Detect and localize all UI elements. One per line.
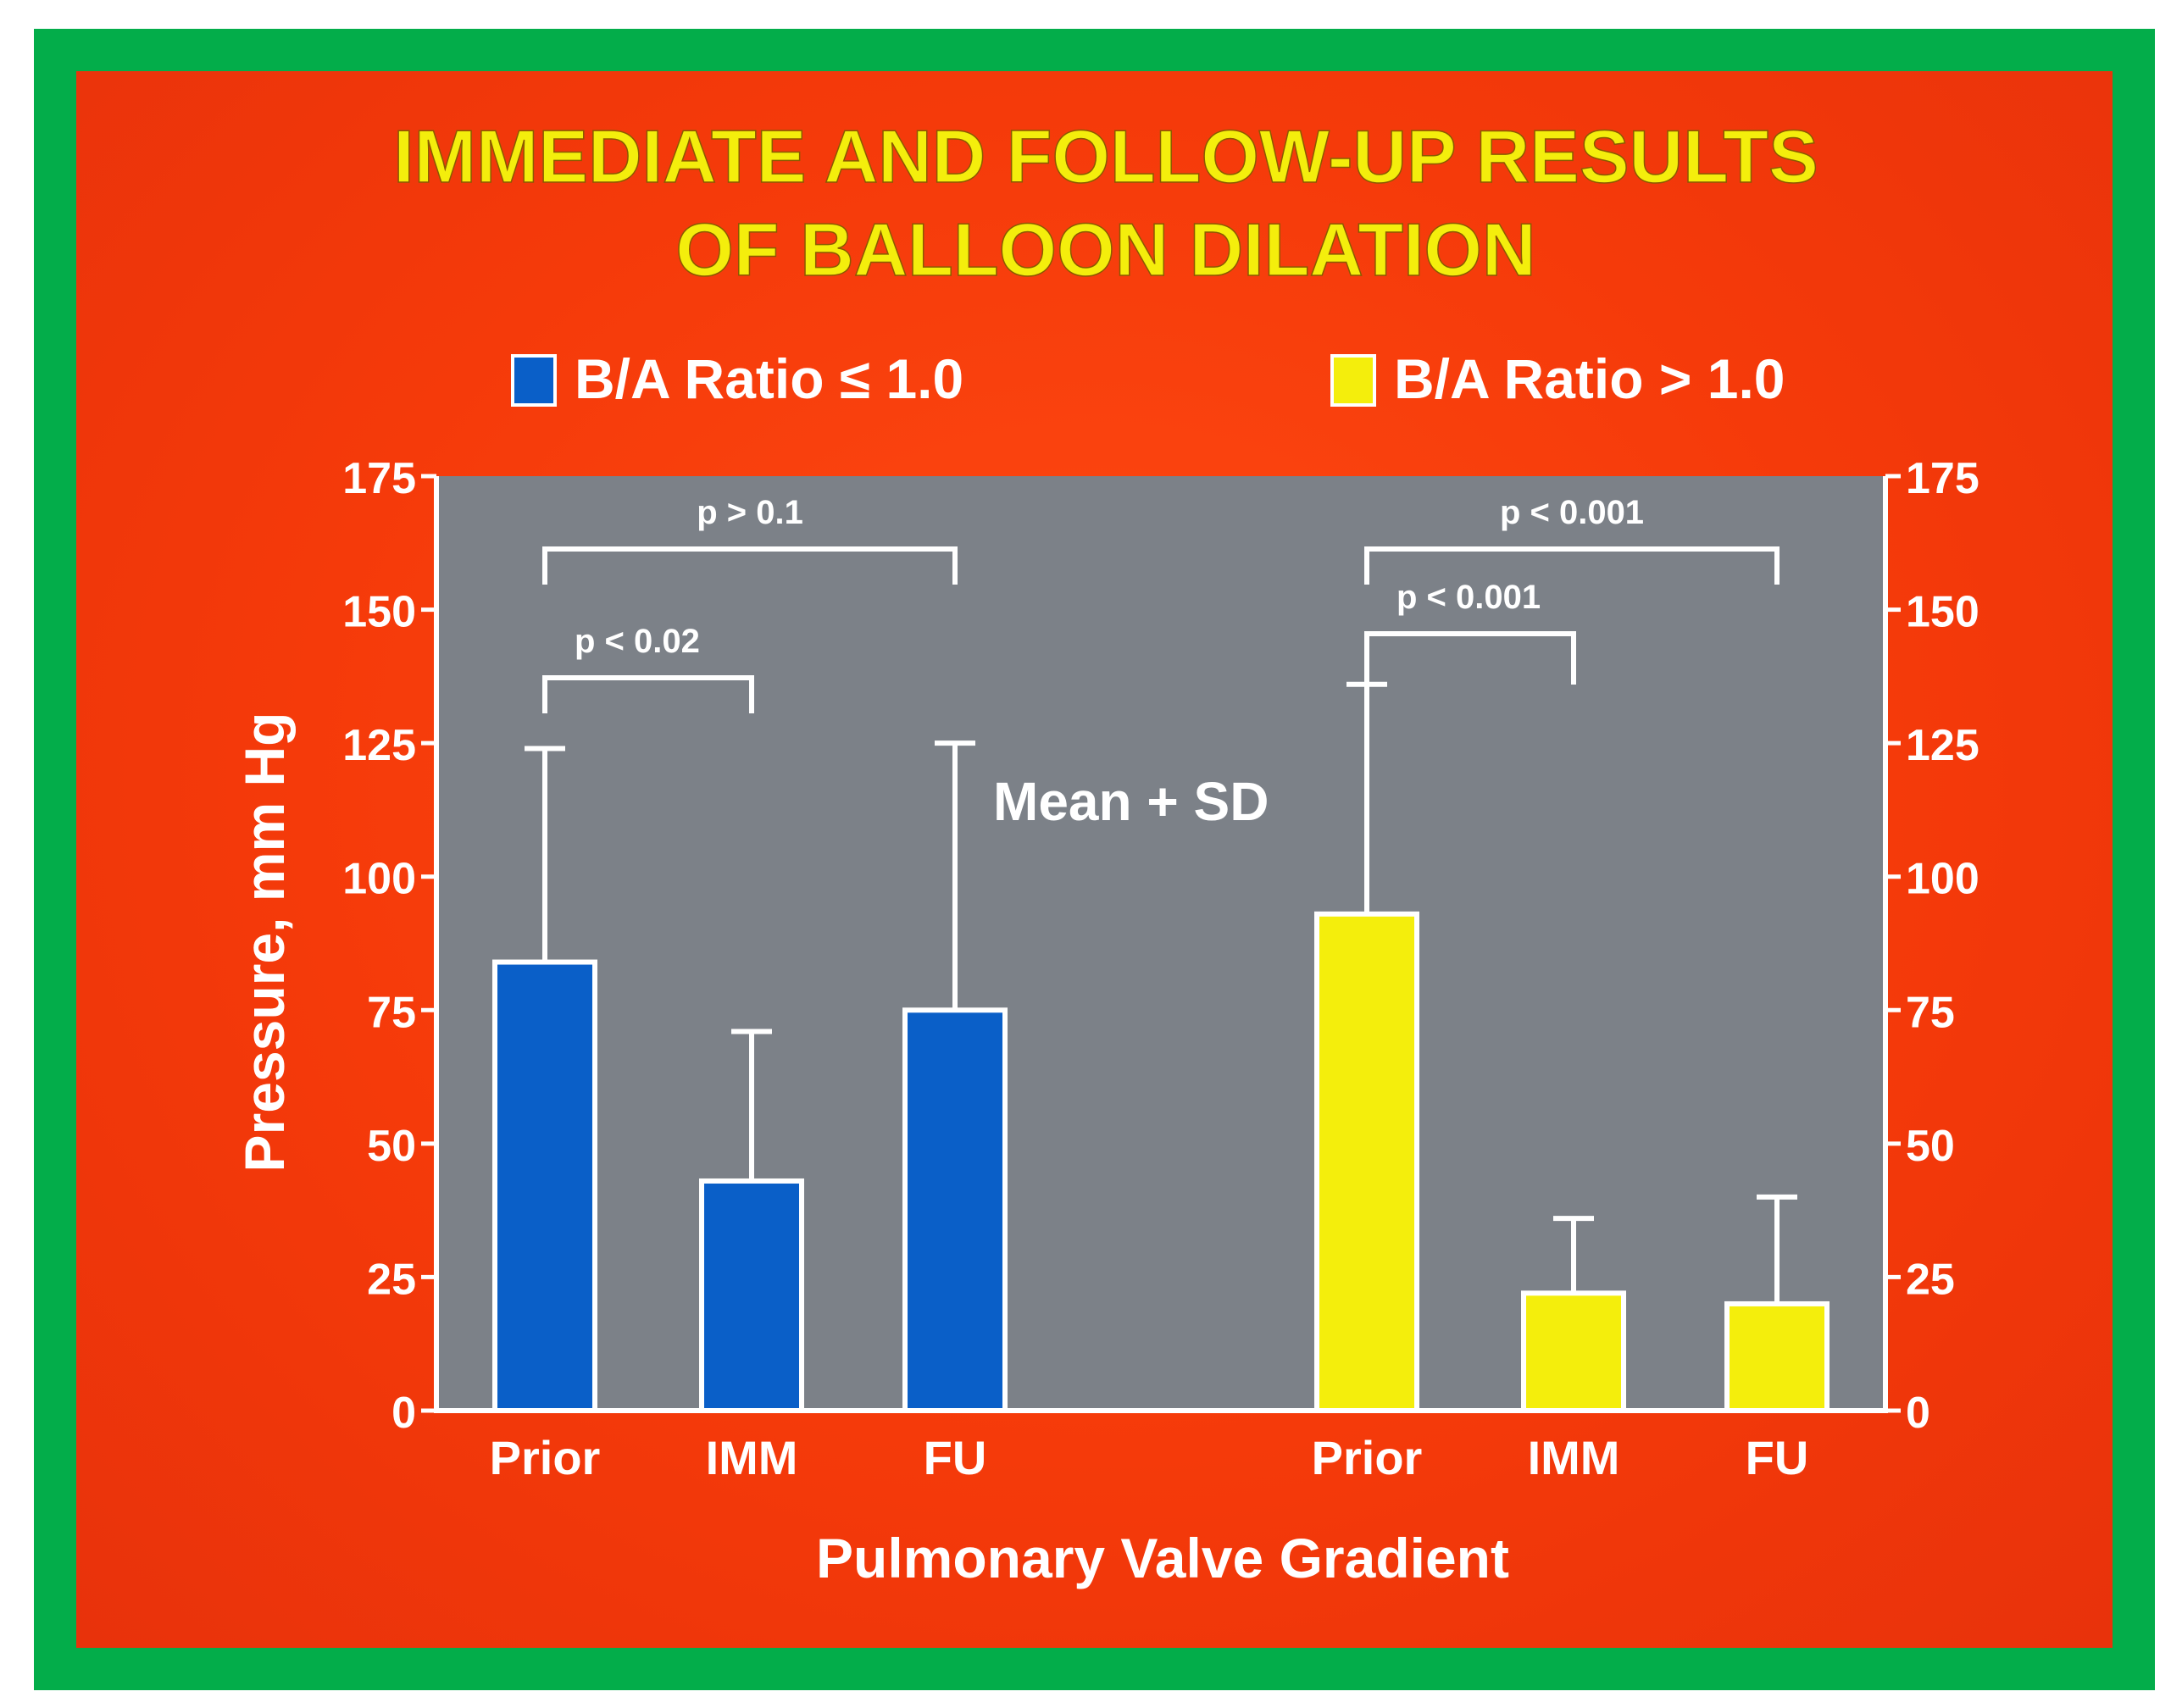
p-value-label: p > 0.1	[697, 494, 803, 531]
y-tick-label-left: 175	[342, 454, 416, 503]
legend-label-blue: B/A Ratio ≤ 1.0	[575, 347, 963, 410]
legend-label-yellow: B/A Ratio > 1.0	[1394, 347, 1785, 410]
y-tick-label-right: 125	[1906, 721, 1979, 770]
bar	[492, 959, 597, 1414]
p-value-label: p < 0.001	[1500, 494, 1644, 531]
y-tick-label-right: 75	[1906, 988, 1955, 1037]
y-tick-label-right: 25	[1906, 1255, 1955, 1304]
y-tick-label-left: 75	[367, 988, 416, 1037]
x-tick-label: Prior	[1312, 1431, 1423, 1484]
axes: 0 0 25 25 50 50 75 75 100 100 125 125 150 150 175 175	[342, 454, 1979, 1438]
y-tick-label-left: 50	[367, 1122, 416, 1171]
legend: B/A Ratio ≤ 1.0 B/A Ratio > 1.0	[511, 347, 1785, 410]
bar	[1314, 911, 1419, 1413]
significance-brackets: p < 0.02 p > 0.1 p < 0.001 p < 0.001	[542, 494, 1780, 713]
y-tick-label-left: 100	[342, 855, 416, 904]
x-tick-label: Prior	[490, 1431, 601, 1484]
x-tick-label: IMM	[706, 1431, 798, 1484]
bar	[1521, 1290, 1626, 1414]
y-tick-label-right: 100	[1906, 855, 1979, 904]
y-tick-label-left: 125	[342, 721, 416, 770]
x-axis-label: Pulmonary Valve Gradient	[816, 1527, 1509, 1589]
bar	[1724, 1300, 1830, 1414]
significance-bracket	[542, 546, 958, 585]
y-tick-label-left: 150	[342, 588, 416, 637]
x-tick-label: IMM	[1528, 1431, 1620, 1484]
legend-swatch-blue	[511, 354, 557, 407]
y-axis-label: Pressure, mm Hg	[233, 713, 296, 1173]
chart-title: IMMEDIATE AND FOLLOW-UP RESULTS OF BALLO…	[392, 114, 1818, 292]
y-tick-label-left: 0	[391, 1389, 416, 1438]
significance-bracket	[542, 675, 754, 713]
p-value-label: p < 0.02	[575, 623, 700, 660]
bar	[699, 1178, 804, 1414]
y-tick-label-left: 25	[367, 1255, 416, 1304]
y-tick-label-right: 0	[1906, 1389, 1930, 1438]
y-tick-label-right: 150	[1906, 588, 1979, 637]
chart-title-line-1: IMMEDIATE AND FOLLOW-UP RESULTS	[393, 114, 1818, 198]
significance-bracket	[1364, 546, 1780, 585]
p-value-label: p < 0.001	[1396, 579, 1541, 616]
significance-bracket	[1364, 631, 1576, 685]
chart-title-line-2: OF BALLOON DILATION	[675, 208, 1535, 291]
plot-area	[436, 476, 1885, 1411]
y-tick-label-right: 175	[1906, 454, 1979, 503]
x-tick-label: FU	[924, 1431, 987, 1484]
bar	[902, 1007, 1008, 1414]
mean-sd-annotation: Mean + SD	[993, 771, 1269, 832]
y-tick-label-right: 50	[1906, 1122, 1955, 1171]
bars: Prior IMM FU Prior IMM FU	[490, 681, 1830, 1484]
legend-swatch-yellow	[1330, 354, 1376, 407]
x-tick-label: FU	[1746, 1431, 1809, 1484]
